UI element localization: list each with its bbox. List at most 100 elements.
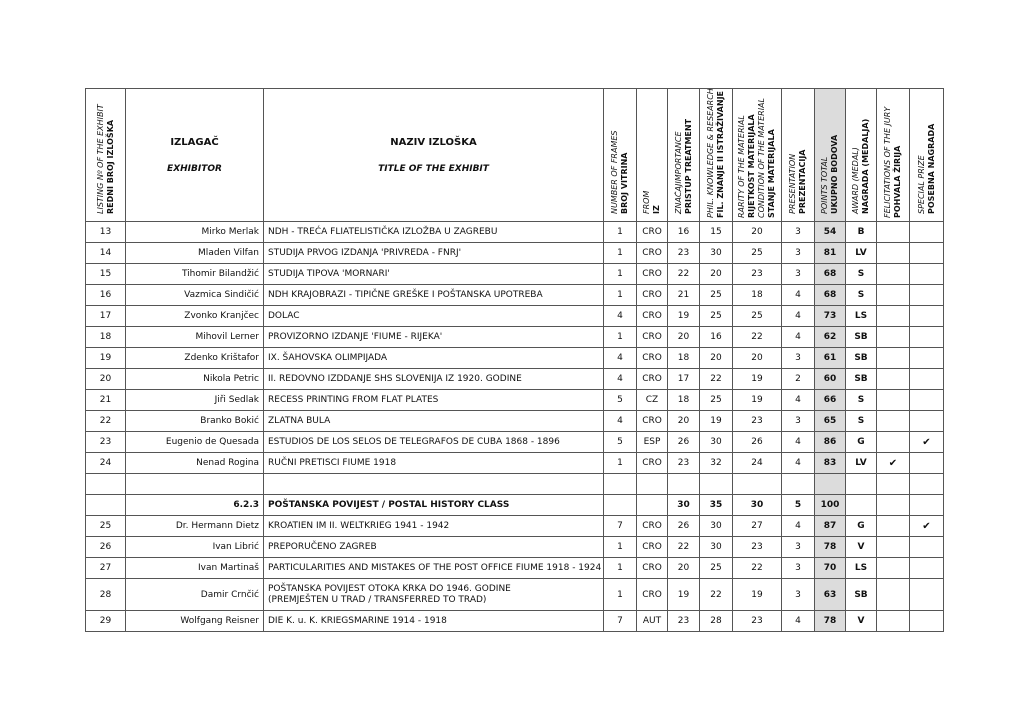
knowledge-points-cell: 25: [699, 389, 733, 411]
knowledge-points-cell: 32: [699, 452, 733, 474]
exhibit-title-cell: DOLAC: [263, 305, 604, 327]
frames-count-cell: 4: [603, 368, 637, 390]
total-points-cell: 66: [814, 389, 846, 411]
listing-number-cell: 24: [85, 452, 126, 474]
exhibitor-name-cell: Branko Bokić: [125, 410, 264, 432]
condition-points-cell: 19: [732, 389, 782, 411]
exhibit-title-cell: PARTICULARITIES AND MISTAKES OF THE POST…: [263, 557, 604, 579]
special-prize-mark-cell: [909, 473, 944, 495]
table-row: 18 Mihovil Lerner PROVIZORNO IZDANJE 'FIUM…: [85, 326, 944, 348]
table-row: 14 Mladen Vilfan STUDIJA PRVOG IZDANJA 'PR…: [85, 242, 944, 264]
country-cell: CRO: [636, 452, 668, 474]
country-cell: CRO: [636, 410, 668, 432]
presentation-points-cell: 4: [781, 515, 815, 537]
treatment-points-cell: 18: [667, 389, 700, 411]
header-treatment-hr: PRISTUP TREATMENT: [683, 118, 693, 214]
exhibit-title-cell: RUČNI PRETISCI FIUME 1918: [263, 452, 604, 474]
award-cell: SB: [845, 326, 877, 348]
country-cell: CRO: [636, 242, 668, 264]
felicitations-mark-cell: [876, 431, 910, 453]
exhibit-title-cell: PROVIZORNO IZDANJE 'FIUME - RIJEKA': [263, 326, 604, 348]
condition-points-cell: 25: [732, 305, 782, 327]
checkmark-icon: ✔: [876, 452, 910, 474]
checkmark-icon: ✔: [909, 431, 944, 453]
frames-count-cell: 1: [603, 452, 637, 474]
results-table: REDNI BROJ IZLOŠKA LISTING Nº OF THE EXHI…: [85, 88, 944, 632]
header-presentation-en: PRESENTATION: [788, 153, 797, 214]
frames-count-cell: 1: [603, 536, 637, 558]
felicitations-mark-cell: [876, 242, 910, 264]
header-knowledge: FIL. ZNANJE II ISTRAŽIVANJE PHIL. KNOWLED…: [699, 88, 733, 222]
header-presentation-hr: PREZENTACIJA: [798, 149, 807, 214]
presentation-points-cell: 3: [781, 578, 815, 611]
award-cell: G: [845, 515, 877, 537]
table-row: 16 Vazmica Sindičić NDH KRAJOBRAZI - TIPIČ…: [85, 284, 944, 306]
presentation-points-cell: 3: [781, 410, 815, 432]
listing-number-cell: 28: [85, 578, 126, 611]
table-row: 21 Jiři Sedlak RECESS PRINTING FROM FLAT P…: [85, 389, 944, 411]
table-row: 26 Ivan Librić PREPORUČENO ZAGREB 1 CRO 22 30 2…: [85, 536, 944, 558]
listing-number-cell: [85, 494, 126, 516]
country-cell: CRO: [636, 347, 668, 369]
award-cell: LV: [845, 242, 877, 264]
exhibitor-name-cell: Jiři Sedlak: [125, 389, 264, 411]
special-prize-mark-cell: [909, 347, 944, 369]
special-prize-mark-cell: [909, 242, 944, 264]
frames-count-cell: [603, 494, 637, 516]
listing-number-cell: 21: [85, 389, 126, 411]
header-frames-en: NUMBER OF FRAMES: [610, 130, 619, 214]
total-points-cell: 73: [814, 305, 846, 327]
country-cell: CRO: [636, 221, 668, 243]
header-frames-hr: BROJ VITRINA: [620, 152, 629, 214]
condition-points-cell: 20: [732, 347, 782, 369]
country-cell: AUT: [636, 610, 668, 632]
header-treatment-en: ZNAČAJIMPORTANCE: [673, 130, 683, 214]
condition-points-cell: 26: [732, 431, 782, 453]
total-points-cell: 54: [814, 221, 846, 243]
total-points-cell: 78: [814, 536, 846, 558]
header-condition: STANJE MATERIJALA CONDITION OF THE MATERI…: [732, 88, 782, 222]
header-exhibitor: IZLAGAČ EXHIBITOR: [125, 88, 264, 222]
award-cell: G: [845, 431, 877, 453]
presentation-points-cell: 4: [781, 610, 815, 632]
award-cell: S: [845, 263, 877, 285]
presentation-points-cell: 4: [781, 452, 815, 474]
special-prize-mark-cell: [909, 284, 944, 306]
listing-number-cell: 14: [85, 242, 126, 264]
special-prize-mark-cell: [909, 305, 944, 327]
felicitations-mark-cell: [876, 515, 910, 537]
table-row: 24 Nenad Rogina RUČNI PRETISCI FIUME 1918 1…: [85, 452, 944, 474]
header-rarity-hr: RIJETKOST MATERIJALA: [747, 113, 756, 218]
exhibit-title-cell: STUDIJA PRVOG IZDANJA 'PRIVREDA - FNRJ': [263, 242, 604, 264]
exhibitor-name-cell: Mihovil Lerner: [125, 326, 264, 348]
knowledge-points-cell: 30: [699, 431, 733, 453]
total-points-cell: 60: [814, 368, 846, 390]
exhibitor-name-cell: 6.2.3: [125, 494, 264, 516]
exhibitor-name-cell: Ivan Librić: [125, 536, 264, 558]
knowledge-points-cell: 19: [699, 410, 733, 432]
felicitations-mark-cell: [876, 221, 910, 243]
exhibitor-name-cell: [125, 473, 264, 495]
exhibitor-name-cell: Eugenio de Quesada: [125, 431, 264, 453]
special-prize-mark-cell: [909, 536, 944, 558]
award-cell: [845, 473, 877, 495]
country-cell: CRO: [636, 515, 668, 537]
listing-number-cell: 27: [85, 557, 126, 579]
exhibitor-name-cell: Mirko Merlak: [125, 221, 264, 243]
special-prize-mark-cell: [909, 326, 944, 348]
header-felicitations: POHVALA ŽIRIJA FELICITATIONS OF THE JURY: [876, 88, 910, 222]
total-points-cell: 86: [814, 431, 846, 453]
header-treatment: PRISTUP TREATMENT ZNAČAJIMPORTANCE: [667, 88, 700, 222]
special-prize-mark-cell: [909, 221, 944, 243]
total-points-cell: 70: [814, 557, 846, 579]
presentation-points-cell: 3: [781, 557, 815, 579]
total-points-cell: 100: [814, 494, 846, 516]
award-cell: S: [845, 284, 877, 306]
frames-count-cell: 1: [603, 557, 637, 579]
header-listing: REDNI BROJ IZLOŠKA LISTING Nº OF THE EXHI…: [85, 88, 126, 222]
country-cell: CZ: [636, 389, 668, 411]
presentation-points-cell: 4: [781, 305, 815, 327]
exhibit-title-cell: POŠTANSKA POVIJEST OTOKA KRKA DO 1946. G…: [263, 578, 604, 611]
presentation-points-cell: 3: [781, 242, 815, 264]
exhibitor-name-cell: Vazmica Sindičić: [125, 284, 264, 306]
